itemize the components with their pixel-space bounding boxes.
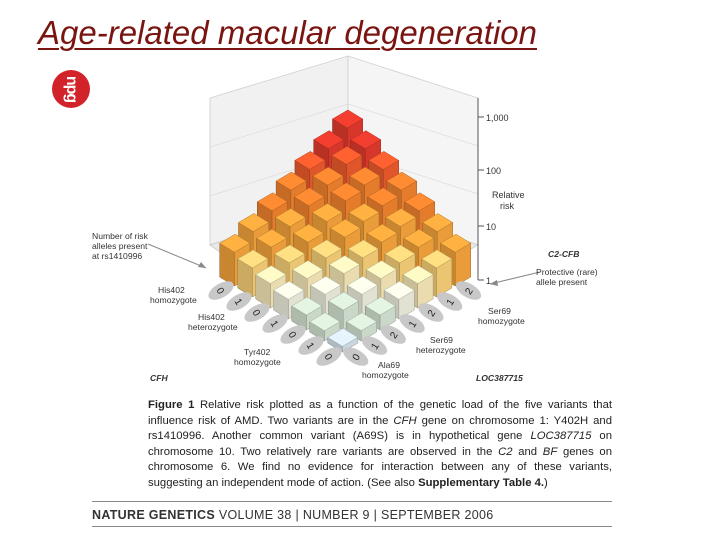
callout-arrows bbox=[147, 243, 541, 286]
risk-bar bbox=[364, 296, 396, 331]
c2cfb-gene-label: C2-CFB bbox=[548, 249, 580, 259]
c2cfb-tick: 0 bbox=[316, 347, 342, 366]
ser69-heterozygote-label: heterozygote bbox=[416, 345, 466, 355]
tyr402-homozygote-label: homozygote bbox=[234, 357, 281, 367]
z-axis: 1,000 100 10 1 Relative risk bbox=[477, 98, 525, 286]
gene-name: LOC387715 bbox=[530, 430, 592, 443]
journal-number: NUMBER 9 bbox=[302, 508, 370, 522]
c2cfb-tick-label: 0 bbox=[286, 330, 299, 341]
bars bbox=[219, 109, 472, 353]
figure-caption: Figure 1 Relative risk plotted as a func… bbox=[148, 398, 612, 492]
cfh-tick: 2 bbox=[418, 303, 444, 322]
journal-separator: | bbox=[295, 508, 300, 522]
his402-heterozygote-label: heterozygote bbox=[188, 322, 238, 332]
ser69-homozygote-label: homozygote bbox=[478, 316, 525, 326]
figure-label: Figure 1 bbox=[148, 399, 195, 411]
journal-volume: VOLUME 38 bbox=[218, 508, 292, 522]
cfh-tick-label: 1 bbox=[407, 319, 420, 330]
caption-text: and bbox=[512, 445, 543, 458]
protective-label: allele present bbox=[536, 277, 588, 287]
protective-label: Protective (rare) bbox=[536, 267, 598, 277]
cfh-tick-label: 2 bbox=[388, 330, 401, 341]
z-tick-label: 100 bbox=[486, 166, 501, 176]
caption-text: genes on chromosome 6. We find no eviden… bbox=[148, 445, 612, 489]
cfh-tick-label: 0 bbox=[351, 352, 364, 363]
c2cfb-tick: 1 bbox=[262, 314, 288, 333]
slide-title: Age-related macular degeneration bbox=[38, 14, 537, 51]
cfh-tick: 2 bbox=[455, 281, 482, 300]
npg-logo: npg bbox=[52, 70, 90, 108]
gene-name: BF bbox=[542, 445, 558, 458]
journal-date: SEPTEMBER 2006 bbox=[380, 508, 494, 522]
loc387715-gene-label: LOC387715 bbox=[476, 373, 523, 383]
z-axis-label: risk bbox=[500, 201, 514, 211]
cfh-tick-label: 2 bbox=[464, 286, 477, 297]
his402-homozygote-label: homozygote bbox=[150, 295, 197, 305]
arrow-protective bbox=[489, 271, 541, 285]
annotations: Number of risk alleles present at rs1410… bbox=[92, 231, 598, 383]
gridline bbox=[209, 103, 349, 148]
c2cfb-tick-label: 0 bbox=[250, 308, 263, 319]
caption-text: ) bbox=[544, 476, 548, 489]
z-tick-label: 1 bbox=[486, 276, 491, 286]
journal-footer: NATURE GENETICS VOLUME 38 | NUMBER 9 | S… bbox=[92, 508, 494, 522]
c2cfb-tick-label: 0 bbox=[322, 352, 335, 363]
z-tick-label: 1,000 bbox=[486, 113, 509, 123]
cfh-tick-label: 2 bbox=[426, 308, 439, 319]
c2cfb-tick: 0 bbox=[208, 281, 234, 300]
his402-heterozygote-label: His402 bbox=[198, 312, 225, 322]
c2cfb-tick-label: 0 bbox=[214, 286, 227, 297]
ser69-heterozygote-label: Ser69 bbox=[430, 335, 453, 345]
rs-label: alleles present bbox=[92, 241, 148, 251]
risk-bar bbox=[291, 296, 323, 331]
caption-text: Relative risk plotted as a function of t… bbox=[148, 399, 612, 427]
footer-rule-bottom bbox=[92, 526, 612, 527]
c2cfb-tick-label: 1 bbox=[304, 341, 317, 352]
rs-label: Number of risk bbox=[92, 231, 149, 241]
cfh-tick: 1 bbox=[361, 336, 388, 355]
supplementary-ref: Supplementary Table 4. bbox=[418, 476, 545, 489]
caption-text: on chromosome 10. Two relatively rare va… bbox=[148, 430, 612, 458]
z-tick-label: 10 bbox=[486, 222, 496, 232]
cfh-tick: 1 bbox=[399, 314, 425, 333]
cfh-gene-label: CFH bbox=[150, 373, 168, 383]
tyr402-homozygote-label: Tyr402 bbox=[244, 347, 270, 357]
cfh-tick: 1 bbox=[437, 292, 463, 311]
gene-name: C2 bbox=[498, 445, 513, 458]
ser69-homozygote-label: Ser69 bbox=[488, 306, 511, 316]
rs-label: at rs1410996 bbox=[92, 251, 142, 261]
risk-bar bbox=[309, 312, 341, 342]
c2cfb-tick: 1 bbox=[298, 336, 324, 355]
footer-rule-top bbox=[92, 501, 612, 502]
his402-homozygote-label: His402 bbox=[158, 285, 185, 295]
gene-name: CFH bbox=[393, 414, 417, 427]
arrow-rs1410996 bbox=[147, 243, 207, 269]
cfh-tick-label: 1 bbox=[370, 341, 383, 352]
arrow-head bbox=[198, 262, 206, 268]
cfh-tick: 0 bbox=[343, 347, 369, 366]
cfh-tick-label: 1 bbox=[445, 297, 458, 308]
gridline bbox=[347, 103, 479, 147]
z-axis-label: Relative bbox=[492, 190, 525, 200]
c2cfb-tick-label: 1 bbox=[232, 297, 245, 308]
journal-name: NATURE GENETICS bbox=[92, 508, 216, 522]
ala69-homozygote-label: homozygote bbox=[362, 370, 409, 380]
ala69-homozygote-label: Ala69 bbox=[378, 360, 400, 370]
cfh-tick: 2 bbox=[380, 325, 406, 344]
c2cfb-tick: 0 bbox=[244, 303, 270, 322]
arrow-head bbox=[490, 280, 498, 286]
journal-separator: | bbox=[373, 508, 378, 522]
caption-text: gene on chromosome 1: Y402H and rs141099… bbox=[148, 414, 612, 443]
c2cfb-tick-label: 1 bbox=[268, 319, 281, 330]
c2cfb-tick: 0 bbox=[280, 325, 306, 344]
c2cfb-tick: 1 bbox=[226, 292, 252, 311]
risk-bar bbox=[346, 312, 378, 342]
